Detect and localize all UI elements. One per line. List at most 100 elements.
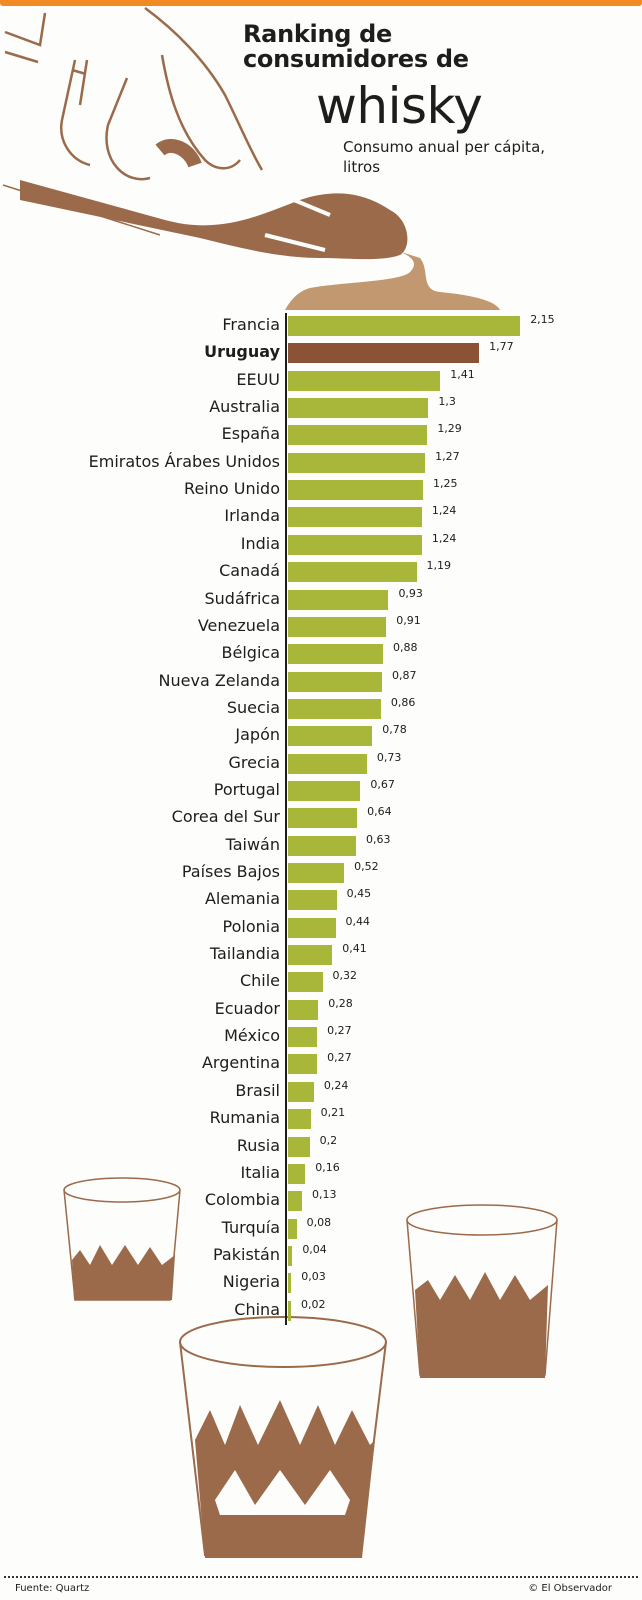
bar [288,1163,306,1184]
bar [288,890,337,911]
bar [288,370,441,391]
bar-row: Nigeria 0,03 [0,1270,642,1294]
bar-row: India 1,24 [0,532,642,556]
country-label: España [221,424,280,444]
bar [288,671,382,692]
value-label: 0,24 [323,1078,349,1092]
country-label: Venezuela [197,615,280,635]
country-label: Rumania [209,1108,280,1128]
bar-row: Suecia 0,86 [0,696,642,720]
value-label: 0,52 [354,860,379,873]
bottle-icon [20,180,408,260]
bar-row: Sudáfrica 0,93 [0,587,642,611]
source-note: Fuente: Quartz [15,1583,90,1594]
value-label: 0,87 [391,668,417,682]
bar-row: Grecia 0,73 [0,751,642,775]
value-label: 0,64 [367,805,392,819]
bar-row: Portugal 0,67 [0,778,642,802]
country-label: Bélgica [221,643,280,663]
value-label: 0,86 [390,695,416,709]
value-label: 1,24 [431,504,457,518]
bar [288,945,333,966]
value-label: 0,78 [382,723,407,737]
bar [288,507,422,528]
bar-row: México 0,27 [0,1024,642,1048]
country-label: Japón [235,725,280,745]
bar-row: Ecuador 0,28 [0,997,642,1021]
hand-icon [4,6,264,181]
country-label: México [224,1026,280,1046]
bar [288,917,336,938]
value-label: 0,04 [302,1242,327,1256]
bar-row: Rumania 0,21 [0,1106,642,1130]
country-label: Nueva Zelanda [158,670,280,690]
bar [288,589,389,610]
value-label: 1,77 [489,340,514,354]
bar-row: EEUU 1,41 [0,368,642,392]
value-label: 1,24 [431,531,457,545]
bar-row: Corea del Sur 0,64 [0,805,642,829]
bar-row: Alemania 0,45 [0,887,642,911]
value-label: 0,02 [301,1297,326,1311]
bar [288,316,521,336]
country-label: India [240,533,280,553]
value-label: 0,44 [345,914,371,928]
value-label: 0,73 [376,750,402,764]
bar-row: Nueva Zelanda 0,87 [0,669,642,693]
value-label: 0,88 [393,641,418,655]
country-label: Suecia [226,697,280,717]
bar [288,698,381,719]
bar [288,1081,314,1102]
bar [288,534,422,555]
credit-note: © El Observador [528,1583,612,1594]
bar [288,425,428,446]
bar-row: Países Bajos 0,52 [0,860,642,884]
bar [288,616,387,637]
bar [288,1273,292,1294]
country-label: Alemania [204,889,280,909]
bar-row: Polonia 0,44 [0,915,642,939]
country-label: Pakistán [213,1244,280,1264]
bar-row: Taiwán 0,63 [0,833,642,857]
value-label: 0,21 [320,1106,346,1120]
bar [288,753,367,774]
bar [288,562,417,583]
bar [288,1136,310,1157]
page-title: Ranking de consumidores de [243,22,469,72]
value-label: 0,28 [328,996,353,1010]
value-label: 0,93 [398,586,423,600]
country-label: Brasil [235,1080,280,1100]
value-label: 1,29 [437,422,462,436]
bar [288,780,361,801]
bar [288,398,429,419]
value-label: 1,25 [433,477,458,491]
bar-row: Japón 0,78 [0,723,642,747]
bar [288,1191,303,1212]
country-label: Polonia [222,916,281,936]
country-label: Corea del Sur [171,807,280,827]
country-label: Taiwán [225,834,280,854]
bar [288,1245,293,1266]
bar [288,1027,318,1048]
glass-right-icon [406,1204,558,1378]
country-label: Italia [240,1162,281,1182]
bar [288,1054,318,1075]
value-label: 0,03 [301,1270,326,1284]
country-label: Canadá [219,561,280,581]
value-label: 0,13 [312,1188,337,1202]
country-label: Ecuador [214,998,280,1018]
country-label: Emiratos Árabes Unidos [88,451,280,471]
title-line-2: consumidores de [243,45,469,73]
country-label: Chile [239,971,280,991]
bar-row: Venezuela 0,91 [0,614,642,638]
bar-row: Canadá 1,19 [0,559,642,583]
bar-row: Bélgica 0,88 [0,641,642,665]
bar [288,480,423,501]
bar [288,808,358,829]
country-label: Reino Unido [184,479,280,499]
y-axis-line [285,313,287,1325]
bar-row: Italia 0,16 [0,1161,642,1185]
bar-row: Colombia 0,13 [0,1188,642,1212]
country-label: Argentina [201,1053,280,1073]
bar-row: Emiratos Árabes Unidos 1,27 [0,450,642,474]
